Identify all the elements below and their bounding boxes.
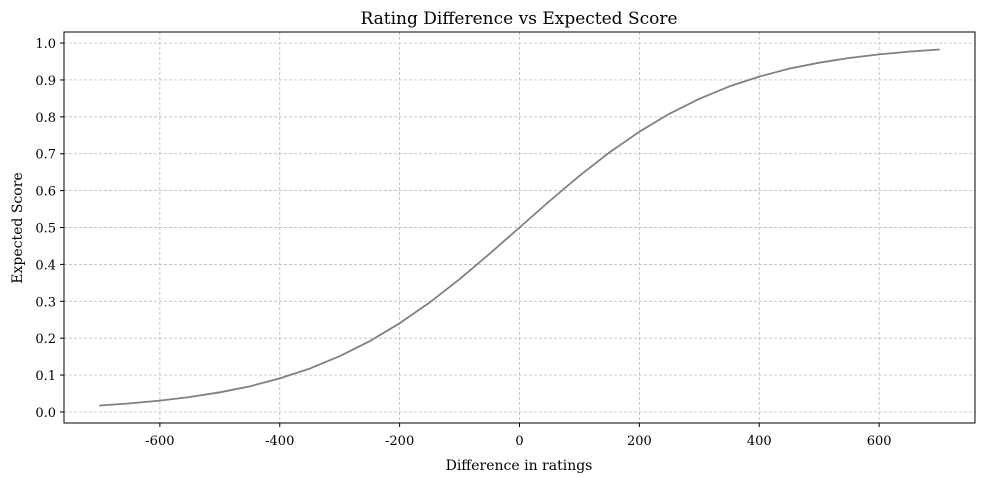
x-tick-label: 400 [747, 434, 772, 449]
x-tick-label: 200 [627, 434, 652, 449]
y-tick-label: 0.8 [35, 111, 56, 126]
y-tick-label: 0.6 [35, 185, 56, 200]
x-axis-label: Difference in ratings [446, 458, 593, 474]
y-tick-label: 0.9 [35, 74, 56, 89]
x-tick-label: -200 [385, 434, 414, 449]
y-tick-label: 0.7 [35, 148, 56, 163]
x-tick-label: -400 [265, 434, 294, 449]
y-tick-label: 0.3 [35, 295, 56, 310]
y-tick-label: 0.0 [35, 406, 56, 421]
y-tick-label: 0.4 [35, 258, 56, 273]
y-axis-label: Expected Score [10, 172, 26, 283]
chart-title: Rating Difference vs Expected Score [360, 9, 677, 29]
x-tick-label: 600 [867, 434, 892, 449]
x-tick-label: -600 [145, 434, 174, 449]
grid [64, 32, 975, 423]
y-tick-label: 0.2 [35, 332, 56, 347]
y-tick-label: 0.5 [35, 222, 56, 237]
series-layer [99, 48, 940, 407]
x-tick-label: 0 [515, 434, 523, 449]
y-tick-label: 0.1 [35, 369, 56, 384]
y-tick-label: 1.0 [35, 37, 56, 52]
x-axis-ticks: -600 -400 -200 0 200 400 600 [145, 423, 892, 449]
series-line [99, 48, 940, 407]
y-axis-ticks: 0.0 0.1 0.2 0.3 0.4 0.5 0.6 0.7 0.8 0.9 1.0 [35, 37, 64, 421]
